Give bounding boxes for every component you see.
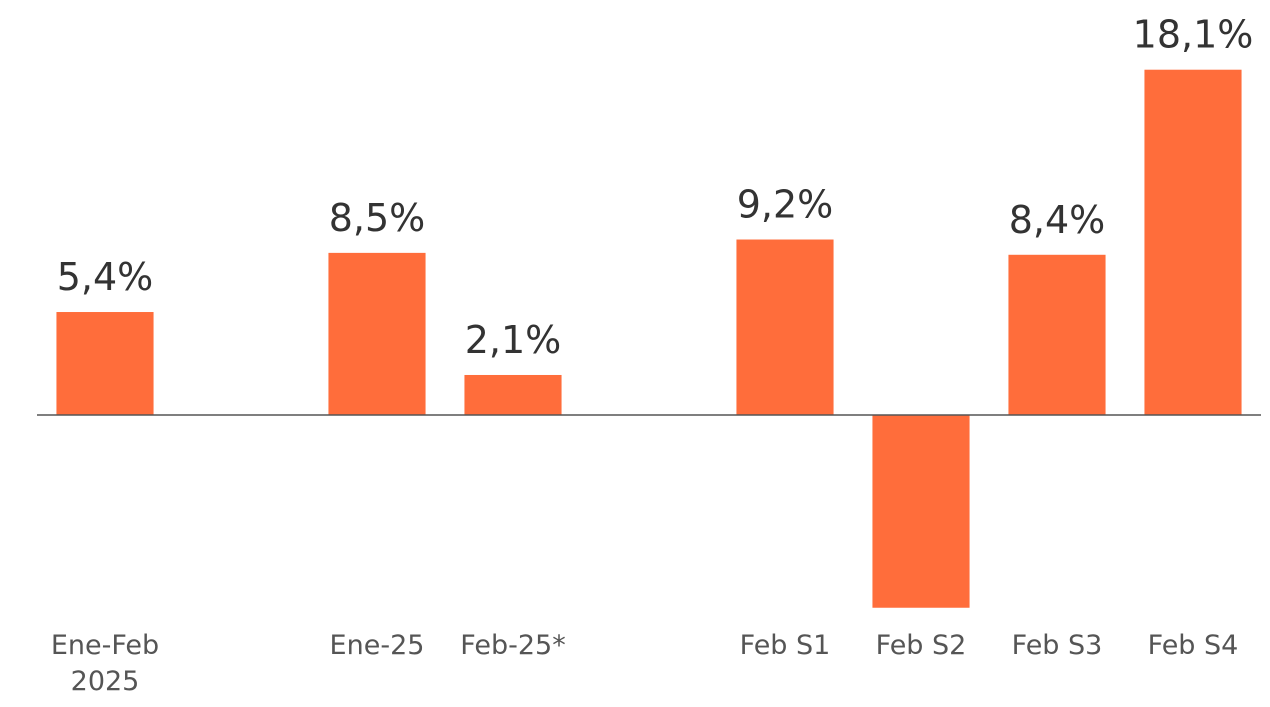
data-label: 8,5% [329, 196, 426, 240]
bar [872, 415, 970, 608]
data-label: 9,2% [737, 183, 834, 227]
x-tick-label: Feb S4 [1147, 630, 1239, 661]
x-tick-label: Ene-25 [329, 630, 425, 661]
x-tick-label: Feb S3 [1011, 630, 1103, 661]
x-tick-label: Feb S2 [875, 630, 967, 661]
data-label: 2,1% [465, 318, 562, 362]
x-tick-label: Feb S1 [739, 630, 831, 661]
bar [328, 252, 426, 416]
bar [1008, 254, 1106, 416]
bar [1144, 69, 1242, 416]
bar [56, 312, 154, 416]
data-label: 8,4% [1009, 198, 1106, 242]
bar [464, 374, 562, 416]
x-tick-label: Feb-25* [460, 630, 566, 661]
data-label: 5,4% [57, 255, 154, 299]
bar [736, 239, 834, 416]
data-label: 18,1% [1133, 13, 1254, 57]
x-tick-label: Ene-Feb 2025 [50, 630, 160, 697]
